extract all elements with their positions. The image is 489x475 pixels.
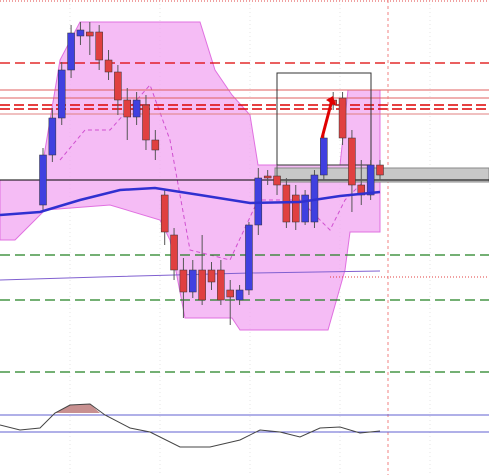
candle-body <box>348 137 356 186</box>
candle-body <box>57 69 66 119</box>
candle-body <box>76 29 85 37</box>
candle-body <box>189 269 197 293</box>
candle-body <box>207 269 216 283</box>
candle-body <box>39 154 47 206</box>
candle-body <box>160 194 169 233</box>
bollinger-band <box>0 21 381 331</box>
candle-body <box>235 289 244 301</box>
candle-body <box>226 289 234 298</box>
candle-body <box>123 99 131 118</box>
arrow <box>320 99 334 139</box>
candle-body <box>142 104 150 141</box>
candle-body <box>170 234 178 271</box>
candle-body <box>198 269 206 301</box>
moving-average <box>0 186 381 217</box>
candle-body <box>95 31 103 61</box>
arrow-head <box>326 96 336 106</box>
candle-body <box>273 175 281 186</box>
oscillator <box>0 403 489 448</box>
candle-body <box>86 31 94 37</box>
candle-body <box>263 175 272 179</box>
candle-body <box>254 177 263 226</box>
candle-body <box>292 194 300 223</box>
candle-body <box>217 269 225 301</box>
candle-body <box>67 32 75 71</box>
candle-body <box>114 71 122 101</box>
candle-body <box>151 139 160 151</box>
candle-body <box>320 137 328 176</box>
candle-body <box>132 99 141 118</box>
candle-body <box>366 164 375 196</box>
candle-body <box>179 269 188 293</box>
candle-body <box>301 194 309 223</box>
candle-body <box>376 164 384 176</box>
candle-body <box>338 97 347 139</box>
candle-body <box>104 59 113 73</box>
candle-body <box>245 224 253 291</box>
candle-body <box>48 117 57 156</box>
